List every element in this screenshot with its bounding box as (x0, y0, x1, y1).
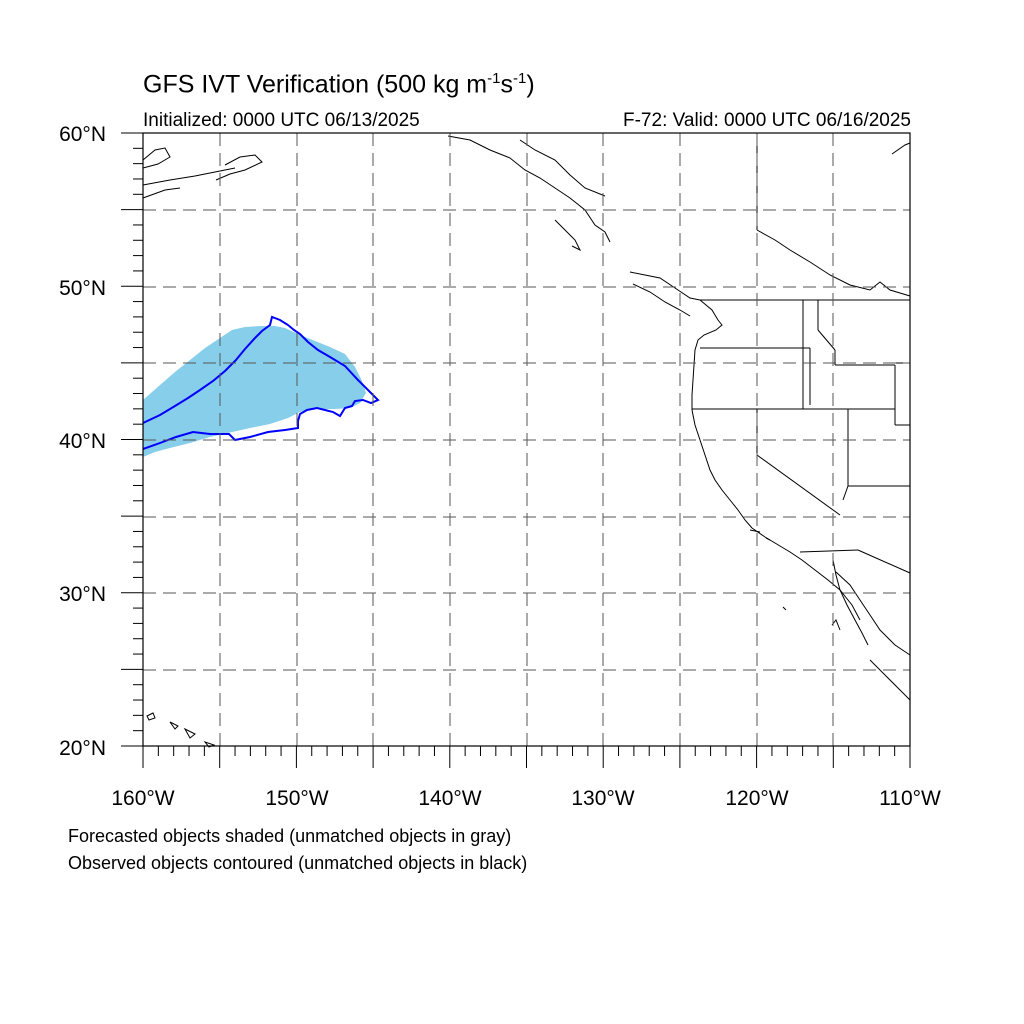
lon-label-110w: 110°W (879, 787, 941, 810)
forecast-object-shaded (143, 326, 366, 457)
lon-label-130w: 130°W (571, 787, 634, 810)
valid-time-label: F-72: Valid: 0000 UTC 06/16/2025 (623, 110, 911, 131)
observed-legend-note: Observed objects contoured (unmatched ob… (68, 853, 528, 873)
lon-label-140w: 140°W (418, 787, 481, 810)
lat-label-20: 20°N (59, 737, 106, 760)
lat-label-60: 60°N (59, 123, 106, 146)
map-title: GFS IVT Verification (500 kg m-1s-1) (143, 70, 535, 99)
graticule (143, 133, 910, 746)
lon-label-120w: 120°W (725, 787, 788, 810)
lat-label-30: 30°N (59, 583, 106, 606)
lon-label-150w: 150°W (265, 787, 328, 810)
observed-object-contour (142, 315, 380, 450)
init-time-label: Initialized: 0000 UTC 06/13/2025 (143, 110, 420, 131)
political-borders (692, 299, 911, 574)
coastlines (142, 135, 911, 748)
axis-ticks (121, 132, 911, 768)
forecast-legend-note: Forecasted objects shaded (unmatched obj… (68, 826, 512, 846)
lon-label-160w: 160°W (111, 787, 174, 810)
lat-label-40: 40°N (59, 430, 106, 453)
lat-label-50: 50°N (59, 277, 106, 300)
